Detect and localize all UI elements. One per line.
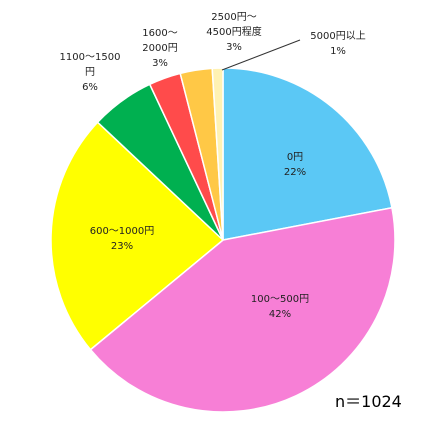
slice-label: 0円 22%	[255, 150, 335, 180]
slice-label: 2500円〜4500円程度 3%	[203, 10, 265, 55]
value-label: 23%	[110, 241, 134, 252]
value-label: 22%	[283, 167, 307, 178]
slice-label: 1100〜1500円 6%	[59, 50, 121, 95]
pie-slice	[222, 67, 393, 241]
slice-label: 100〜500円 42%	[230, 292, 330, 322]
category-label: 2500円〜4500円程度	[206, 12, 262, 38]
category-label: 1100〜1500円	[59, 52, 121, 78]
value-label: 42%	[268, 309, 292, 320]
value-label: 6%	[82, 82, 98, 93]
category-label: 5000円以上	[310, 31, 366, 42]
value-label: 1%	[330, 46, 346, 57]
slice-label: 600〜1000円 23%	[77, 224, 167, 254]
category-label: 600〜1000円	[89, 226, 155, 237]
slice-label: 5000円以上 1%	[298, 29, 378, 59]
value-label: 3%	[226, 42, 242, 53]
sample-size: n＝1024	[335, 392, 402, 411]
pie-slice	[211, 67, 224, 241]
leader-line	[221, 39, 301, 71]
slice-label: 1600〜2000円 3%	[130, 26, 190, 71]
category-label: 0円	[286, 152, 304, 163]
category-label: 100〜500円	[250, 294, 310, 305]
pie-slice	[89, 206, 396, 413]
value-label: 3%	[152, 58, 168, 69]
pie-slice	[50, 121, 225, 351]
category-label: 1600〜2000円	[142, 28, 178, 54]
